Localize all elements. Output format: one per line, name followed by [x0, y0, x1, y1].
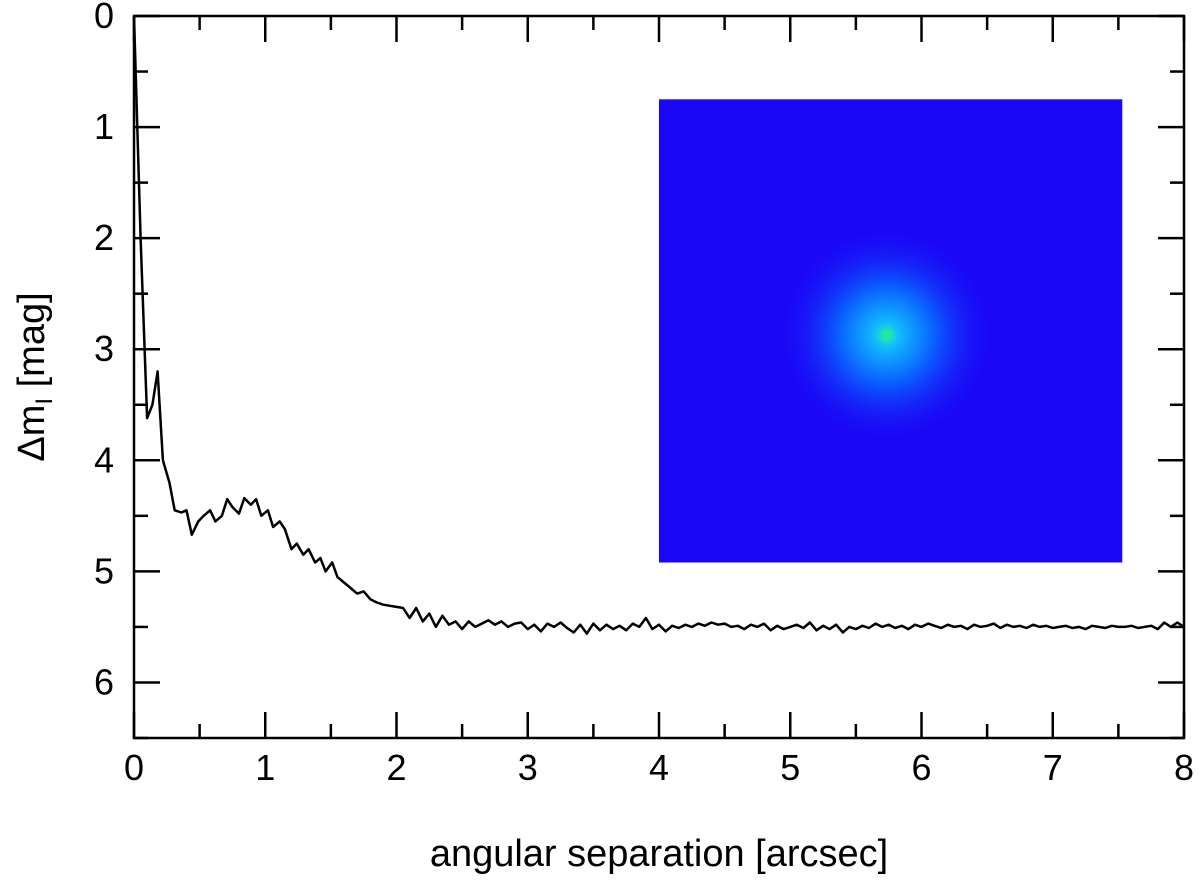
- x-tick-label: 3: [518, 747, 538, 788]
- y-tick-label: 4: [94, 439, 114, 480]
- data-line-group: [132, 15, 1185, 635]
- y-tick-label: 6: [94, 661, 114, 702]
- y-axis-label-suffix: [mag]: [11, 292, 53, 398]
- y-tick-label: 1: [94, 106, 114, 147]
- x-tick-label: 0: [124, 747, 144, 788]
- y-tick-label: 0: [94, 0, 114, 36]
- psf-inset-image: [659, 99, 1123, 563]
- y-ticks: 0 1 2 3 4 5 6: [94, 0, 1184, 740]
- x-tick-label: 8: [1174, 747, 1194, 788]
- psf-core: [881, 329, 892, 340]
- x-tick-label: 4: [649, 747, 669, 788]
- y-tick-label: 5: [94, 550, 114, 591]
- y-axis-label-subscript: I: [31, 398, 58, 405]
- x-tick-label: 5: [780, 747, 800, 788]
- x-tick-label: 1: [255, 747, 275, 788]
- data-series-line-0: [132, 15, 1185, 635]
- y-axis-label: ΔmI [mag]: [11, 292, 58, 461]
- x-tick-label: 7: [1043, 747, 1063, 788]
- x-tick-label: 2: [386, 747, 406, 788]
- x-axis-label: angular separation [arcsec]: [430, 833, 888, 875]
- y-axis-label-prefix: Δm: [11, 405, 53, 462]
- y-tick-label: 2: [94, 217, 114, 258]
- x-ticks: 0 1 2 3 4 5 6 7 8: [124, 16, 1194, 788]
- y-tick-label: 3: [94, 328, 114, 369]
- x-tick-label: 6: [911, 747, 931, 788]
